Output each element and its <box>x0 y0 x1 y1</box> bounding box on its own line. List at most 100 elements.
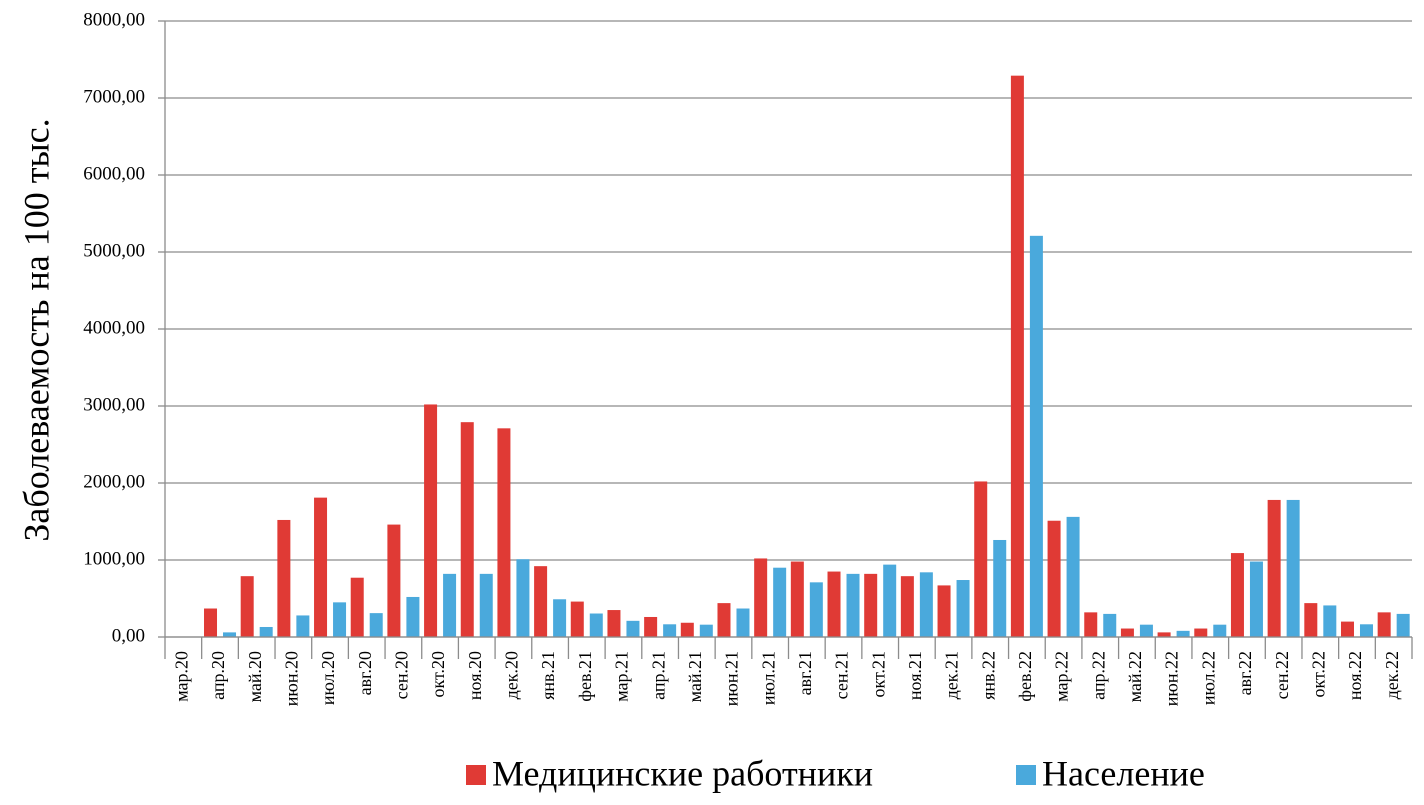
bar <box>350 577 364 637</box>
bar <box>1377 612 1391 637</box>
bar <box>534 566 548 637</box>
x-tick-label: ноя.21 <box>905 651 925 700</box>
bar <box>1084 612 1098 637</box>
x-tick-label: мар.22 <box>1052 651 1072 702</box>
bar <box>644 616 658 637</box>
bar <box>1213 624 1227 637</box>
bar <box>1139 624 1153 637</box>
bar <box>589 613 603 637</box>
x-tick-label: авг.22 <box>1235 651 1255 695</box>
bar <box>937 585 951 637</box>
x-tick-label: апр.21 <box>648 651 668 700</box>
bar <box>497 428 511 637</box>
bar <box>1340 621 1354 637</box>
bar <box>663 624 677 637</box>
bar <box>296 615 310 637</box>
x-tick-label: сен.22 <box>1272 651 1292 699</box>
x-tick-label: янв.21 <box>538 651 558 700</box>
y-tick-label: 1000,00 <box>83 548 145 569</box>
bar <box>790 561 804 637</box>
x-tick-label: апр.22 <box>1088 651 1108 700</box>
bar <box>1047 520 1061 637</box>
bar <box>1010 75 1024 638</box>
y-tick-label: 3000,00 <box>83 394 145 415</box>
bar <box>754 558 768 637</box>
bar <box>369 613 383 637</box>
x-tick-label: сен.20 <box>392 651 412 699</box>
legend-label: Население <box>1042 753 1205 793</box>
bar <box>809 582 823 637</box>
y-tick-label: 2000,00 <box>83 471 145 492</box>
x-tick-label: мар.20 <box>171 651 191 702</box>
bar <box>1304 603 1318 637</box>
bar <box>277 519 291 637</box>
x-tick-label: июл.21 <box>758 651 778 705</box>
bar <box>240 576 254 637</box>
bar <box>1066 516 1080 637</box>
x-tick-label: авг.20 <box>355 651 375 695</box>
x-tick-label: июл.20 <box>318 651 338 705</box>
bar <box>846 573 860 637</box>
x-tick-label: сен.21 <box>832 651 852 699</box>
x-tick-label: мар.21 <box>612 651 632 702</box>
y-tick-label: 0,00 <box>112 625 145 646</box>
bar <box>314 497 328 637</box>
bar <box>387 524 401 637</box>
bar <box>424 404 438 637</box>
x-tick-label: июл.22 <box>1198 651 1218 705</box>
bar <box>864 573 878 637</box>
bar <box>1230 553 1244 637</box>
y-tick-label: 6000,00 <box>83 163 145 184</box>
bar <box>919 572 933 637</box>
bar <box>773 567 787 637</box>
y-tick-label: 8000,00 <box>83 9 145 30</box>
bar <box>680 622 694 637</box>
bar <box>1396 613 1410 637</box>
bar <box>1286 499 1300 637</box>
x-tick-label: окт.21 <box>868 651 888 698</box>
legend-swatch <box>466 765 486 785</box>
bar <box>333 602 347 637</box>
legend-swatch <box>1016 765 1036 785</box>
bar <box>553 599 567 637</box>
bar <box>516 559 530 637</box>
x-tick-label: дек.22 <box>1382 651 1402 699</box>
bar <box>1194 628 1208 637</box>
bar <box>460 422 474 637</box>
bar <box>1249 561 1263 637</box>
y-tick-label: 7000,00 <box>83 86 145 107</box>
bar <box>607 610 621 637</box>
x-tick-label: ноя.22 <box>1345 651 1365 700</box>
bar <box>883 564 897 637</box>
bar <box>1323 605 1337 637</box>
y-axis-label: Заболеваемость на 100 тыс. <box>16 118 56 541</box>
x-tick-label: ноя.20 <box>465 651 485 700</box>
x-tick-label: май.22 <box>1125 651 1145 702</box>
y-tick-label: 5000,00 <box>83 240 145 261</box>
legend-label: Медицинские работники <box>492 753 873 793</box>
bar <box>699 624 713 637</box>
bar <box>956 580 970 637</box>
bar <box>900 576 914 637</box>
x-tick-label: окт.20 <box>428 651 448 698</box>
x-tick-label: апр.20 <box>208 651 228 700</box>
x-tick-label: июн.20 <box>281 651 301 706</box>
bar <box>1157 632 1171 637</box>
bar <box>479 573 493 637</box>
bar <box>1176 630 1190 637</box>
x-tick-label: окт.22 <box>1308 651 1328 698</box>
bar <box>1120 628 1134 637</box>
bar <box>443 573 457 637</box>
bar <box>1103 613 1117 637</box>
x-tick-label: фев.22 <box>1015 651 1035 702</box>
x-tick-label: июн.21 <box>722 651 742 706</box>
x-tick-label: май.21 <box>685 651 705 702</box>
bar <box>1359 624 1373 637</box>
bar <box>993 539 1007 637</box>
bar <box>1267 499 1281 637</box>
x-tick-label: дек.21 <box>942 651 962 699</box>
bar <box>974 481 988 637</box>
bar <box>626 620 640 637</box>
x-tick-label: июн.22 <box>1162 651 1182 706</box>
